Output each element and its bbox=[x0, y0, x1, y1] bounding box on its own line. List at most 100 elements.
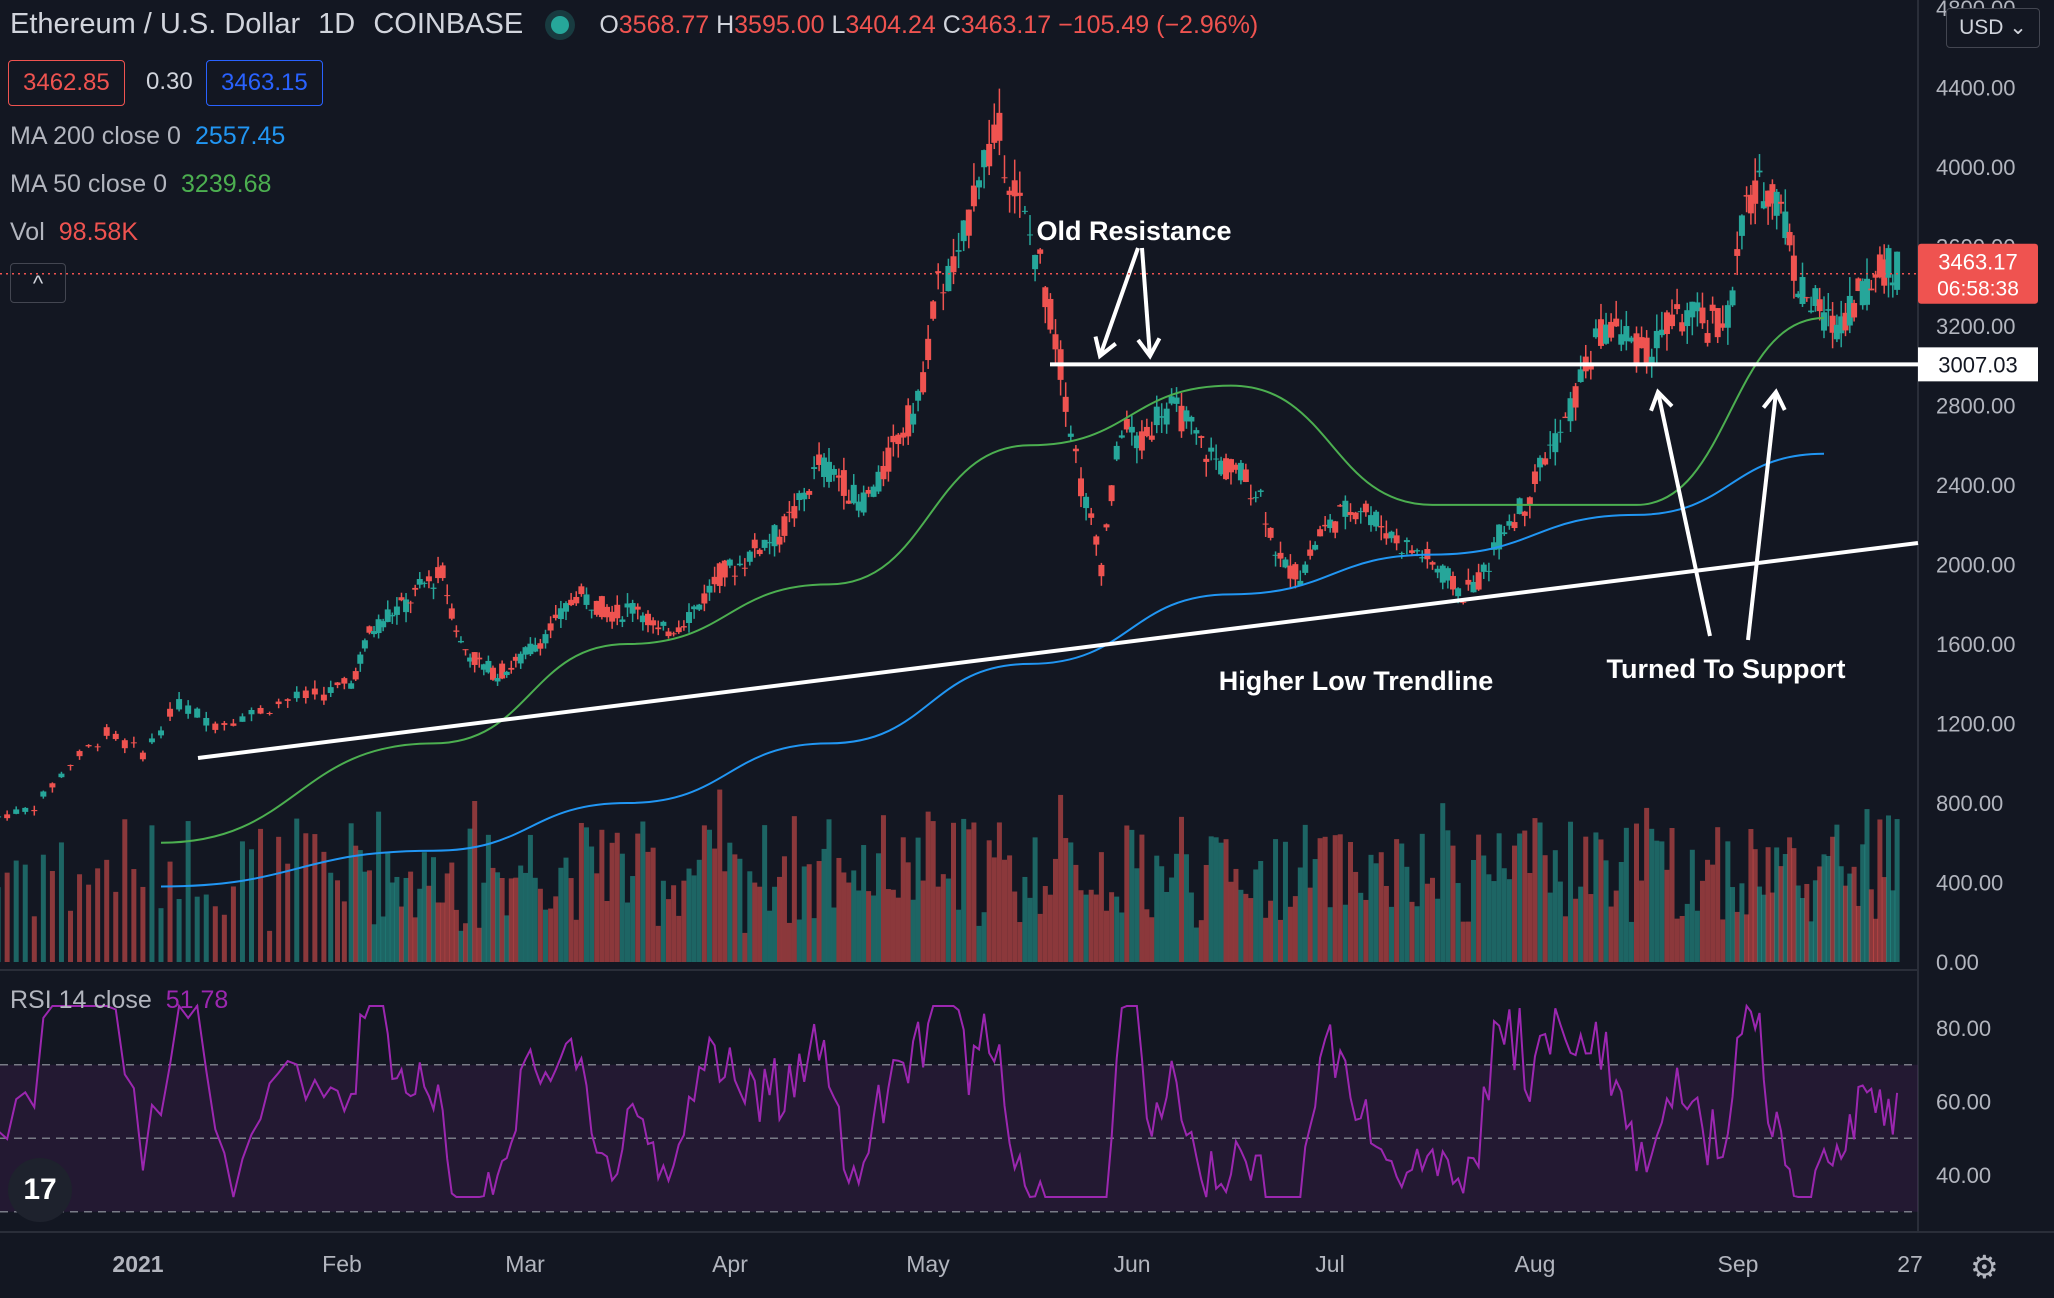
volume-bar bbox=[1047, 894, 1053, 962]
volume-legend[interactable]: Vol 98.58K bbox=[10, 218, 138, 247]
volume-bar bbox=[1268, 900, 1274, 962]
volume-bar bbox=[915, 837, 921, 962]
volume-bar bbox=[1183, 854, 1189, 962]
exchange-label: COINBASE bbox=[373, 8, 524, 40]
volume-bar bbox=[1821, 854, 1827, 962]
volume-bar bbox=[1710, 864, 1716, 962]
candle-body bbox=[1812, 288, 1819, 306]
volume-bar bbox=[77, 874, 83, 962]
old-resistance-label: Old Resistance bbox=[1036, 216, 1231, 246]
candle-body bbox=[1252, 497, 1259, 499]
candle-body bbox=[13, 809, 20, 814]
volume-bar bbox=[532, 877, 538, 962]
candle-body bbox=[1143, 426, 1150, 437]
candle-body bbox=[239, 716, 246, 722]
candle-body bbox=[1138, 431, 1145, 451]
volume-bar bbox=[1860, 844, 1866, 962]
candle-body bbox=[604, 606, 610, 618]
volume-bar bbox=[1481, 855, 1487, 962]
volume-bar bbox=[1552, 850, 1558, 962]
volume-bar bbox=[1532, 818, 1538, 962]
volume-bar bbox=[1414, 906, 1420, 962]
volume-bar bbox=[831, 907, 837, 962]
volume-bar bbox=[594, 873, 600, 962]
candle-body bbox=[741, 567, 748, 569]
gear-icon[interactable]: ⚙ bbox=[1970, 1249, 1999, 1285]
volume-bar bbox=[1373, 863, 1379, 962]
volume-bar bbox=[1834, 824, 1840, 962]
currency-button[interactable]: USD ⌄ bbox=[1946, 8, 2040, 48]
candle-body bbox=[598, 596, 605, 618]
volume-bar bbox=[1312, 859, 1318, 962]
candle-body bbox=[311, 688, 318, 695]
candle-body bbox=[801, 492, 808, 500]
candle-body bbox=[67, 765, 74, 767]
bid-box[interactable]: 3462.85 bbox=[8, 60, 125, 106]
candle-body bbox=[1663, 312, 1670, 335]
volume-bar bbox=[58, 842, 64, 962]
symbol-title[interactable]: Ethereum / U.S. Dollar bbox=[10, 8, 301, 40]
candle-body bbox=[751, 539, 758, 549]
volume-bar bbox=[553, 896, 559, 962]
ma200-legend[interactable]: MA 200 close 0 2557.45 bbox=[10, 122, 285, 151]
candle-body bbox=[439, 565, 446, 579]
volume-bar bbox=[1302, 824, 1308, 962]
candle-body bbox=[1347, 512, 1354, 515]
volume-bar bbox=[398, 906, 404, 962]
candle-body bbox=[1419, 557, 1426, 559]
collapse-legend-button[interactable]: ^ bbox=[10, 263, 66, 303]
candle-body bbox=[680, 626, 687, 628]
volume-bar bbox=[1537, 822, 1543, 962]
volume-bar bbox=[945, 878, 951, 962]
volume-bar bbox=[357, 850, 363, 962]
candle-body bbox=[1803, 297, 1810, 299]
ma50-legend[interactable]: MA 50 close 0 3239.68 bbox=[10, 170, 271, 199]
volume-bar bbox=[1228, 881, 1234, 962]
candle-body bbox=[791, 506, 798, 519]
candle-body bbox=[1011, 180, 1018, 197]
volume-bar bbox=[149, 825, 155, 962]
open-label: O bbox=[599, 11, 619, 39]
candle-body bbox=[1743, 195, 1750, 197]
volume-bar bbox=[1506, 879, 1512, 962]
volume-bar bbox=[1119, 912, 1125, 962]
low-value: 3404.24 bbox=[845, 11, 936, 39]
candle-body bbox=[970, 185, 977, 207]
volume-bar bbox=[935, 886, 941, 962]
volume-bar bbox=[762, 825, 768, 962]
ma50-value: 3239.68 bbox=[181, 170, 272, 198]
volume-bar bbox=[1825, 855, 1831, 962]
candle-body bbox=[1297, 580, 1304, 586]
volume-bar bbox=[104, 859, 110, 962]
bar-countdown-text: 06:58:38 bbox=[1937, 278, 2019, 301]
volume-bar bbox=[426, 885, 432, 962]
rsi-legend[interactable]: RSI 14 close 51.78 bbox=[10, 986, 228, 1015]
volume-bar bbox=[1679, 916, 1685, 962]
volume-bar bbox=[722, 871, 728, 962]
candle-body bbox=[1778, 201, 1784, 204]
volume-bar bbox=[380, 916, 386, 962]
volume-bar bbox=[1218, 842, 1224, 962]
candle-body bbox=[284, 699, 291, 701]
volume-bar bbox=[1208, 836, 1214, 962]
volume-bar bbox=[1603, 860, 1609, 962]
volume-bar bbox=[1327, 907, 1333, 962]
tradingview-logo[interactable]: 17 bbox=[8, 1158, 72, 1222]
candle-body bbox=[1287, 565, 1294, 579]
volume-bar bbox=[13, 860, 19, 962]
ask-box[interactable]: 3463.15 bbox=[206, 60, 323, 106]
price-tick-label: 800.00 bbox=[1936, 791, 2003, 816]
volume-bar bbox=[1522, 830, 1528, 962]
volume-bar bbox=[1774, 847, 1780, 962]
volume-bar bbox=[548, 908, 554, 962]
volume-bar bbox=[4, 872, 10, 962]
volume-bar bbox=[353, 845, 359, 962]
candle-body bbox=[1511, 522, 1518, 529]
interval-label[interactable]: 1D bbox=[318, 8, 356, 40]
low-label: L bbox=[831, 11, 846, 39]
candle-body bbox=[361, 640, 368, 649]
volume-bar bbox=[1164, 891, 1170, 962]
candle-body bbox=[1322, 524, 1329, 527]
volume-bar bbox=[1169, 877, 1175, 962]
